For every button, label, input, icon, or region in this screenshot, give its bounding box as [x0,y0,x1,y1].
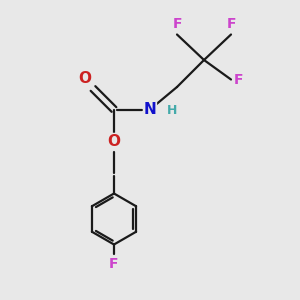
Text: F: F [109,257,119,271]
Text: O: O [107,134,121,148]
Text: F: F [234,73,244,86]
Text: O: O [79,71,92,86]
Text: F: F [226,17,236,32]
Text: H: H [167,104,177,118]
Text: F: F [172,17,182,32]
Text: N: N [144,102,156,117]
